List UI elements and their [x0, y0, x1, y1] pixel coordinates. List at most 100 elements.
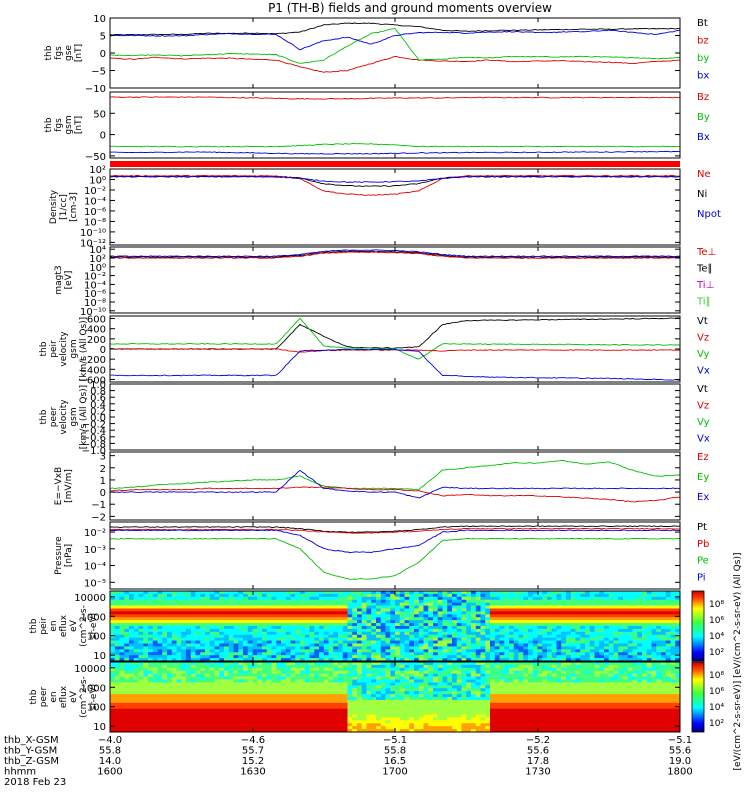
- spectrogram-cell: [110, 717, 116, 721]
- spectrogram-cell: [314, 726, 320, 730]
- y-axis-label: [eV]: [64, 271, 74, 290]
- spectrogram-cell: [452, 643, 458, 647]
- spectrogram-cell: [314, 682, 320, 686]
- spectrogram-cell: [371, 708, 377, 712]
- spectrogram-cell: [428, 673, 434, 677]
- spectrogram-cell: [342, 702, 348, 707]
- spectrogram-cell: [485, 596, 491, 601]
- spectrogram-cell: [646, 649, 652, 653]
- spectrogram-cell: [152, 599, 158, 603]
- spectrogram-cell: [456, 637, 462, 641]
- spectrogram-cell: [238, 637, 244, 641]
- spectrogram-cell: [133, 720, 139, 724]
- spectrogram-cell: [357, 664, 363, 669]
- spectrogram-cell: [148, 593, 154, 598]
- spectrogram-cell: [665, 643, 671, 647]
- spectrogram-cell: [380, 608, 386, 612]
- series-line-2: [109, 28, 680, 64]
- spectrogram-cell: [414, 662, 420, 666]
- spectrogram-cell: [219, 670, 225, 674]
- spectrogram-cell: [243, 667, 249, 672]
- spectrogram-cell: [632, 602, 638, 606]
- spectrogram-cell: [262, 667, 268, 672]
- spectrogram-cell: [195, 631, 201, 636]
- spectrogram-cell: [148, 628, 154, 633]
- spectrogram-cell: [447, 646, 453, 650]
- spectrogram-cell: [167, 673, 173, 677]
- spectrogram-cell: [319, 649, 325, 653]
- spectrogram-cell: [352, 688, 358, 692]
- spectrogram-cell: [281, 631, 287, 636]
- spectrogram-cell: [385, 593, 391, 598]
- spectrogram-cell: [133, 699, 139, 704]
- spectrogram-cell: [214, 602, 220, 606]
- spectrogram-cell: [433, 705, 439, 709]
- spectrogram-cell: [157, 620, 163, 624]
- spectrogram-cell: [252, 682, 258, 686]
- spectrogram-cell: [404, 602, 410, 606]
- spectrogram-cell: [323, 628, 329, 633]
- spectrogram-cell: [461, 655, 467, 659]
- spectrogram-cell: [290, 593, 296, 598]
- spectrogram-cell: [442, 591, 448, 595]
- legend-entry: Vx: [697, 434, 710, 445]
- spectrogram-cell: [376, 649, 382, 653]
- spectrogram-cell: [575, 602, 581, 606]
- spectrogram-cell: [352, 649, 358, 653]
- spectrogram-cell: [456, 599, 462, 603]
- spectrogram-cell: [390, 602, 396, 606]
- spectrogram-cell: [157, 617, 163, 621]
- spectrogram-cell: [214, 628, 220, 633]
- spectrogram-cell: [414, 688, 420, 692]
- spectrogram-cell: [171, 608, 177, 612]
- spectrogram-cell: [295, 708, 301, 712]
- spectrogram-cell: [138, 637, 144, 641]
- spectrogram-cell: [328, 699, 334, 704]
- spectrogram-cell: [333, 694, 339, 698]
- spectrogram-cell: [148, 682, 154, 686]
- spectrogram-cell: [233, 605, 239, 609]
- spectrogram-cell: [342, 637, 348, 641]
- spectrogram-cell: [281, 699, 287, 704]
- series-line-2: [109, 150, 681, 155]
- spectrogram-cell: [651, 599, 657, 603]
- spectrogram-cell: [509, 623, 515, 627]
- spectrogram-cell: [594, 652, 600, 656]
- spectrogram-cell: [110, 691, 116, 695]
- spectrogram-cell: [162, 643, 168, 647]
- spectrogram-cell: [328, 702, 334, 707]
- spectrogram-cell: [186, 596, 192, 601]
- spectrogram-cell: [219, 628, 225, 633]
- spectrogram-cell: [418, 720, 424, 724]
- spectrogram-cell: [414, 623, 420, 627]
- spectrogram-cell: [428, 714, 434, 718]
- spectrogram-cell: [352, 667, 358, 672]
- spectrogram-cell: [471, 623, 477, 627]
- spectrogram-cell: [233, 649, 239, 653]
- spectrogram-cell: [665, 617, 671, 621]
- spectrogram-cell: [409, 667, 415, 672]
- spectrogram-cell: [580, 646, 586, 650]
- spectrogram-cell: [300, 720, 306, 724]
- spectrogram-cell: [171, 640, 177, 644]
- spectrogram-cell: [632, 614, 638, 618]
- spectrogram-cell: [646, 593, 652, 598]
- spectrogram-cell: [338, 670, 344, 674]
- spectrogram-cell: [266, 676, 272, 680]
- spectrogram-cell: [114, 634, 120, 638]
- spectrogram-cell: [599, 640, 605, 644]
- spectrogram-cell: [252, 614, 258, 618]
- spectrogram-cell: [171, 605, 177, 609]
- spectrogram-cell: [395, 679, 401, 683]
- spectrogram-cell: [361, 702, 367, 707]
- spectrogram-cell: [371, 596, 377, 601]
- spectrogram-cell: [361, 697, 367, 701]
- spectrogram-cell: [390, 664, 396, 669]
- spectrogram-cell: [409, 723, 415, 727]
- spectrogram-cell: [323, 729, 329, 733]
- spectrogram-cell: [651, 646, 657, 650]
- spectrogram-cell: [433, 602, 439, 606]
- spectrogram-cell: [447, 691, 453, 695]
- spectrogram-cell: [556, 620, 562, 624]
- spectrogram-cell: [238, 708, 244, 712]
